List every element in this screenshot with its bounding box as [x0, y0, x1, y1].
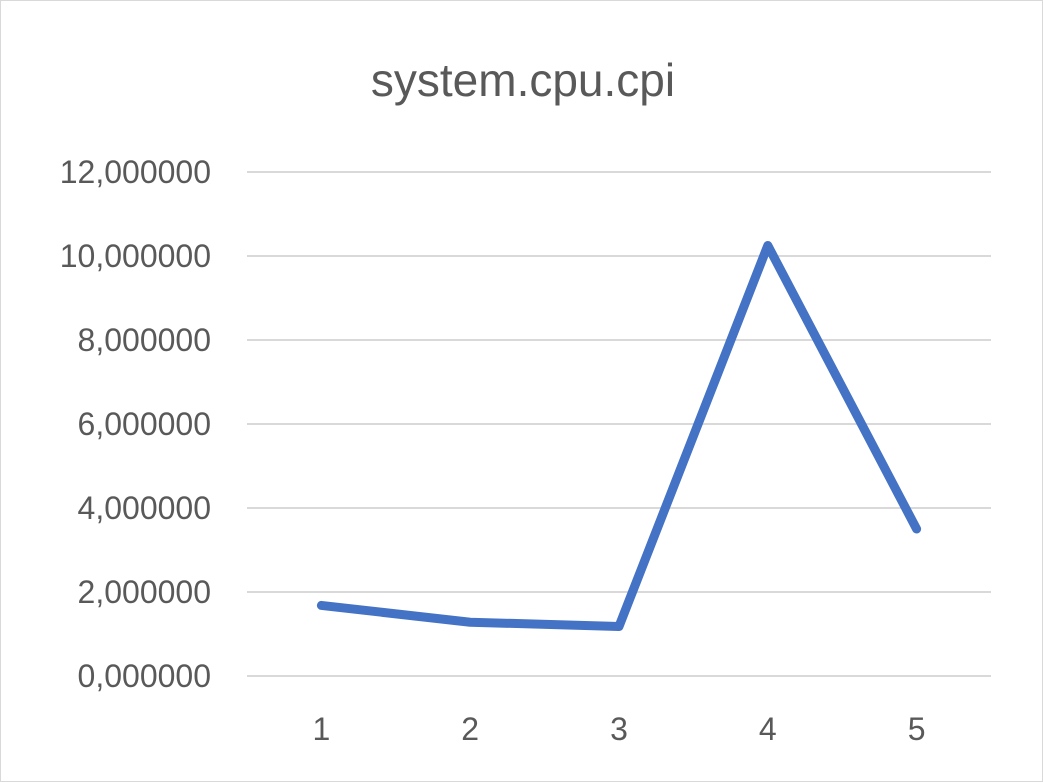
x-tick-label: 2 [461, 711, 479, 747]
x-tick-label: 1 [313, 711, 331, 747]
x-tick-label: 5 [908, 711, 926, 747]
x-tick-label: 4 [759, 711, 777, 747]
series-layer [316, 241, 922, 631]
y-tick-label: 10,000000 [60, 238, 211, 274]
y-tick-label: 0,000000 [78, 658, 211, 694]
gridlines [247, 171, 991, 677]
y-tick-label: 12,000000 [60, 154, 211, 190]
series-line [316, 241, 922, 631]
y-tick-label: 2,000000 [78, 574, 211, 610]
y-axis-tick-labels: 0,000000 2,000000 4,000000 6,000000 8,000000… [60, 154, 211, 694]
y-tick-label: 6,000000 [78, 406, 211, 442]
y-tick-label: 4,000000 [78, 490, 211, 526]
x-tick-label: 3 [610, 711, 628, 747]
chart-title: system.cpu.cpi [371, 54, 675, 106]
x-axis-tick-labels: 1 2 3 4 5 [313, 711, 926, 747]
y-tick-label: 8,000000 [78, 322, 211, 358]
